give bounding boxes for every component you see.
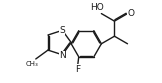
Text: F: F bbox=[75, 65, 80, 74]
Text: S: S bbox=[59, 26, 65, 35]
Text: HO: HO bbox=[90, 3, 104, 12]
Text: N: N bbox=[59, 51, 66, 60]
Text: O: O bbox=[127, 9, 134, 18]
Text: CH₃: CH₃ bbox=[25, 61, 38, 67]
